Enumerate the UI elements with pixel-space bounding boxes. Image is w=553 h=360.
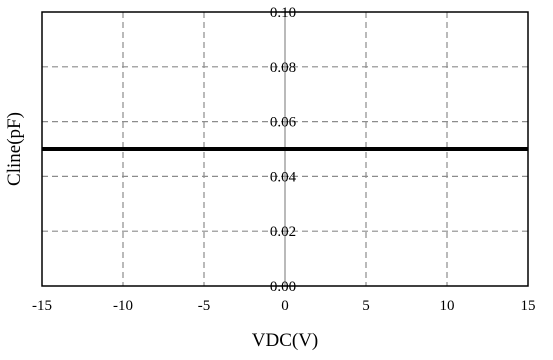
x-tick-label: 0 (281, 298, 289, 314)
plot-frame (41, 11, 529, 287)
y-tick-label: 0.06 (270, 115, 297, 131)
x-axis-title: VDC(V) (252, 330, 319, 351)
x-tick-label: -15 (32, 298, 52, 314)
x-tick-label: -5 (198, 298, 211, 314)
x-tick-label: 15 (521, 298, 536, 314)
y-axis-title: Cline(pF) (4, 112, 25, 186)
y-tick-labels: 0.00 0.02 0.04 0.06 0.08 0.10 (270, 5, 297, 295)
y-tick-label: 0.02 (270, 224, 296, 240)
y-tick-label: 0.08 (270, 60, 296, 76)
x-tick-labels: -15 -10 -5 0 5 10 15 (32, 298, 536, 314)
y-tick-label: 0.00 (270, 279, 296, 295)
y-tick-label: 0.04 (270, 169, 297, 185)
y-tick-label: 0.10 (270, 5, 296, 21)
grid (42, 12, 528, 286)
x-tick-label: 5 (362, 298, 370, 314)
x-tick-label: -10 (113, 298, 133, 314)
x-tick-label: 10 (440, 298, 455, 314)
